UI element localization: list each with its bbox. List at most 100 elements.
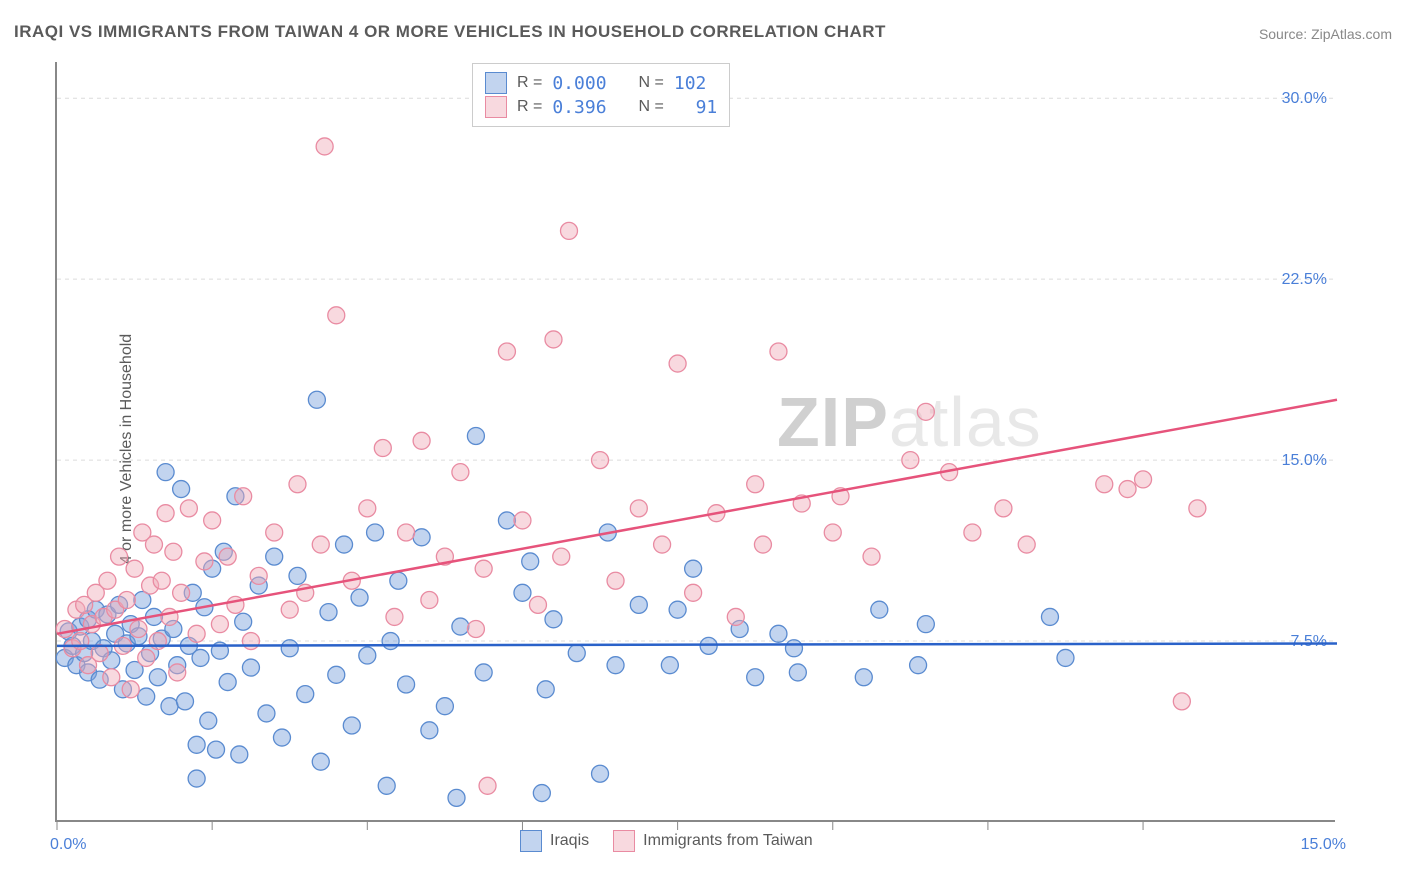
series-legend: Iraqis Immigrants from Taiwan [520,830,813,852]
scatter-point-pink [165,543,182,560]
scatter-point-blue [281,640,298,657]
scatter-point-pink [173,584,190,601]
scatter-point-blue [308,391,325,408]
scatter-point-pink [103,669,120,686]
scatter-point-pink [99,572,116,589]
legend-item-pink: Immigrants from Taiwan [613,830,813,852]
scatter-point-pink [157,505,174,522]
scatter-point-pink [685,584,702,601]
scatter-point-blue [448,789,465,806]
scatter-point-blue [685,560,702,577]
scatter-point-blue [231,746,248,763]
scatter-point-pink [421,592,438,609]
scatter-point-pink [56,620,73,637]
scatter-point-blue [382,633,399,650]
source-prefix: Source: [1259,26,1311,42]
scatter-point-blue [297,686,314,703]
scatter-point-blue [359,647,376,664]
n-label: N = [639,98,664,116]
scatter-point-blue [336,536,353,553]
scatter-point-pink [475,560,492,577]
scatter-point-pink [467,620,484,637]
scatter-point-pink [561,222,578,239]
scatter-point-pink [1189,500,1206,517]
scatter-point-pink [529,596,546,613]
scatter-point-blue [161,698,178,715]
y-tick-label: 7.5% [1291,633,1327,650]
scatter-point-blue [173,481,190,498]
scatter-point-pink [312,536,329,553]
swatch-blue [485,72,507,94]
scatter-point-blue [785,640,802,657]
legend-label-pink: Immigrants from Taiwan [643,832,813,850]
scatter-point-pink [479,777,496,794]
scatter-point-blue [157,464,174,481]
scatter-point-blue [607,657,624,674]
scatter-point-pink [1119,481,1136,498]
scatter-point-pink [995,500,1012,517]
scatter-point-pink [196,553,213,570]
scatter-point-pink [630,500,647,517]
scatter-point-pink [180,500,197,517]
scatter-point-blue [545,611,562,628]
scatter-point-blue [871,601,888,618]
scatter-point-pink [824,524,841,541]
scatter-point-blue [343,717,360,734]
scatter-point-blue [592,765,609,782]
scatter-point-blue [421,722,438,739]
scatter-point-pink [219,548,236,565]
scatter-point-pink [211,616,228,633]
y-tick-label: 22.5% [1282,271,1327,288]
legend-row-blue: R = 0.000 N = 102 [485,72,717,94]
scatter-point-pink [498,343,515,360]
y-tick-label: 15.0% [1282,452,1327,469]
scatter-point-blue [200,712,217,729]
scatter-point-pink [902,452,919,469]
legend-item-blue: Iraqis [520,830,589,852]
scatter-point-blue [436,698,453,715]
scatter-point-pink [964,524,981,541]
scatter-point-blue [289,567,306,584]
scatter-point-pink [316,138,333,155]
scatter-point-pink [138,649,155,666]
scatter-point-blue [770,625,787,642]
scatter-point-pink [413,432,430,449]
scatter-point-blue [192,649,209,666]
scatter-point-blue [475,664,492,681]
scatter-point-pink [169,664,186,681]
scatter-point-pink [607,572,624,589]
source-link[interactable]: ZipAtlas.com [1311,26,1392,42]
r-label: R = [517,98,542,116]
scatter-point-pink [553,548,570,565]
scatter-point-pink [592,452,609,469]
scatter-point-blue [917,616,934,633]
scatter-point-blue [242,659,259,676]
scatter-point-pink [669,355,686,372]
scatter-point-blue [514,584,531,601]
scatter-point-pink [328,307,345,324]
scatter-point-pink [1096,476,1113,493]
scatter-point-pink [145,536,162,553]
scatter-point-blue [390,572,407,589]
scatter-point-pink [111,548,128,565]
scatter-point-pink [91,645,108,662]
y-tick-label: 30.0% [1282,90,1327,107]
scatter-point-blue [266,548,283,565]
scatter-point-blue [789,664,806,681]
scatter-point-pink [1018,536,1035,553]
scatter-point-blue [498,512,515,529]
legend-label-blue: Iraqis [550,832,589,850]
scatter-point-blue [219,674,236,691]
scatter-point-blue [149,669,166,686]
scatter-point-pink [770,343,787,360]
scatter-point-pink [917,403,934,420]
scatter-point-pink [1135,471,1152,488]
scatter-point-blue [188,736,205,753]
scatter-point-pink [242,633,259,650]
scatter-point-pink [545,331,562,348]
x-tick-left: 0.0% [50,836,86,854]
scatter-point-blue [235,613,252,630]
scatter-point-pink [654,536,671,553]
scatter-point-blue [258,705,275,722]
scatter-point-pink [747,476,764,493]
